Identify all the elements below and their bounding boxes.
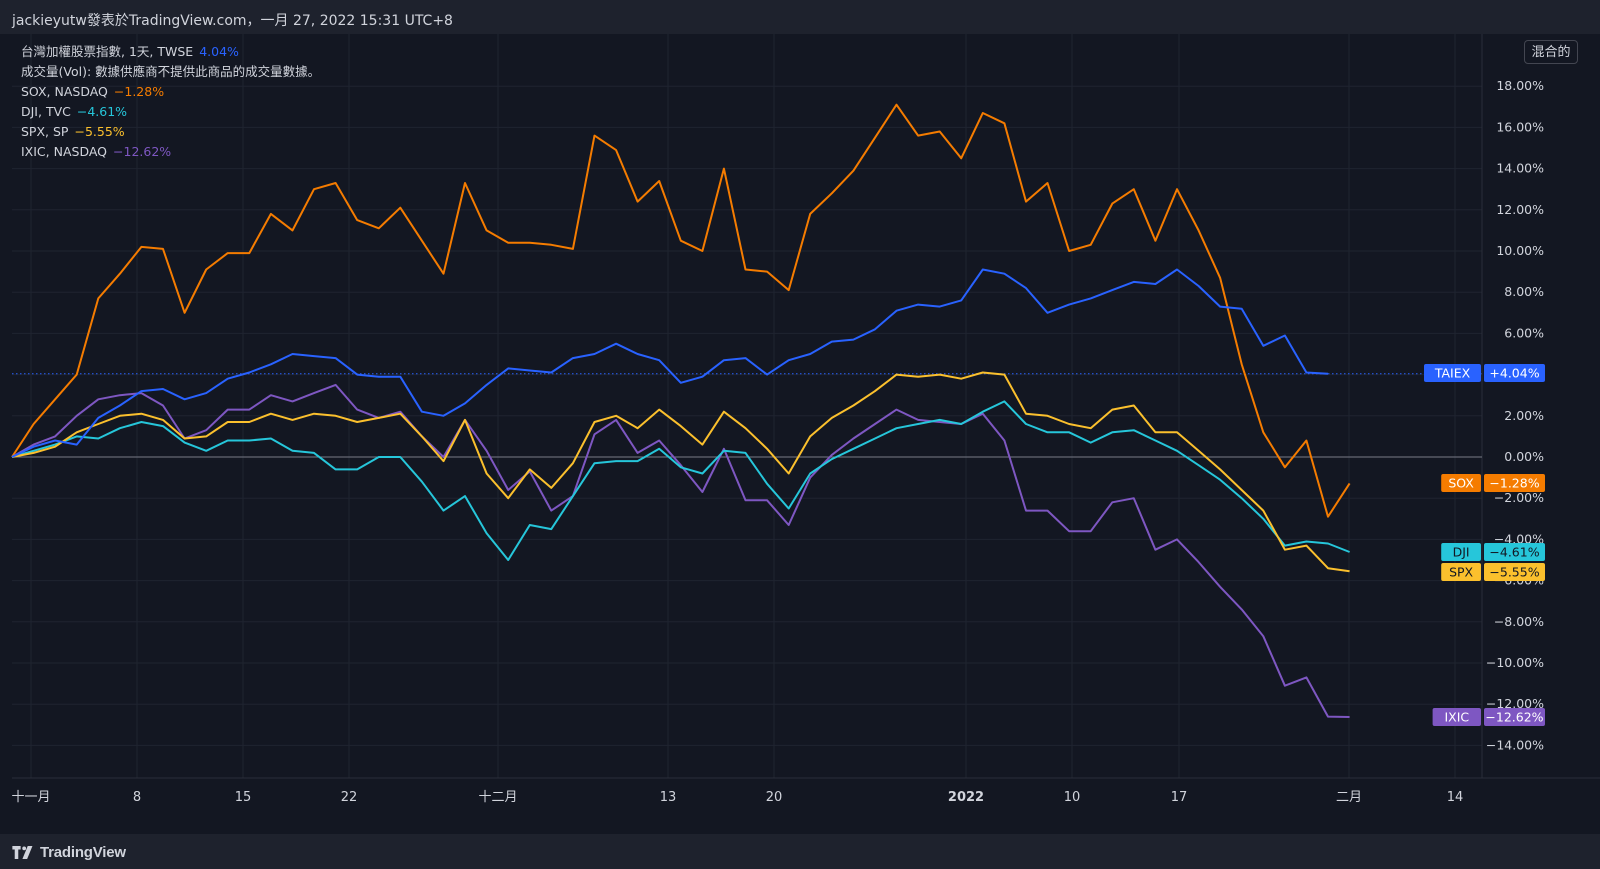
y-tick-label: −14.00% (1486, 737, 1544, 752)
legend-label: SPX, SP (21, 124, 69, 139)
legend-row[interactable]: DJI, TVC −4.61% (21, 102, 320, 122)
badge-name-spx: SPX (1449, 565, 1473, 580)
y-tick-label: 18.00% (1496, 78, 1544, 93)
series-line-taiex (11, 268, 1329, 458)
badge-name-bg (1441, 474, 1481, 492)
y-tick-label: 8.00% (1504, 284, 1544, 299)
series-line-spx (11, 371, 1350, 573)
y-tick-label: 14.00% (1496, 161, 1544, 176)
brand-name: TradingView (40, 844, 126, 861)
legend-label: IXIC, NASDAQ (21, 144, 108, 159)
y-tick-label: 2.00% (1504, 408, 1544, 423)
series-line-sox (11, 103, 1351, 518)
badge-name-ixic: IXIC (1444, 710, 1469, 725)
series-line-ixic (11, 383, 1350, 718)
badge-value-ixic: −12.62% (1485, 710, 1543, 725)
x-tick-label: 17 (1171, 790, 1188, 805)
legend-change: −12.62% (113, 144, 172, 159)
legend-row[interactable]: SPX, SP −5.55% (21, 122, 320, 142)
y-tick-label: 12.00% (1496, 202, 1544, 217)
badge-value-bg (1484, 364, 1545, 382)
y-tick-label: 10.00% (1496, 243, 1544, 258)
y-tick-label: −8.00% (1494, 614, 1544, 629)
badge-name-bg (1432, 708, 1481, 726)
legend-change: −5.55% (74, 124, 125, 139)
x-tick-label: 10 (1064, 790, 1081, 805)
legend-row[interactable]: 台灣加權股票指數, 1天, TWSE 4.04% (21, 42, 320, 62)
y-tick-label: −2.00% (1494, 490, 1544, 505)
series-line-dji (11, 400, 1350, 561)
badge-value-bg (1484, 708, 1545, 726)
x-tick-label: 14 (1447, 790, 1464, 805)
y-tick-label: 0.00% (1504, 449, 1544, 464)
badge-value-dji: −4.61% (1489, 545, 1539, 560)
x-tick-label: 十二月 (478, 790, 517, 805)
tradingview-brand[interactable]: TradingView (12, 844, 126, 861)
x-tick-label: 十一月 (11, 790, 50, 805)
legend-change: −4.61% (76, 104, 128, 119)
y-tick-label: −12.00% (1486, 696, 1544, 711)
badge-value-bg (1484, 543, 1545, 561)
badge-name-bg (1424, 364, 1481, 382)
legend-label: DJI, TVC (21, 104, 71, 119)
y-tick-label: 16.00% (1496, 119, 1544, 134)
x-tick-label: 13 (660, 790, 677, 805)
footer-bar: TradingView (0, 834, 1600, 869)
legend-label: 成交量(Vol): 數據供應商不提供此商品的成交量數據。 (21, 64, 321, 79)
badge-name-bg (1441, 563, 1481, 581)
legend-row[interactable]: IXIC, NASDAQ −12.62% (21, 142, 320, 162)
publisher-attribution: jackieyutw發表於TradingView.com，一月 27, 2022… (12, 13, 453, 29)
x-tick-label: 8 (133, 790, 141, 805)
scale-mode-button[interactable]: 混合的 (1524, 40, 1578, 64)
legend-row[interactable]: SOX, NASDAQ −1.28% (21, 82, 320, 102)
x-tick-label: 20 (766, 790, 783, 805)
legend-change: −1.28% (113, 84, 165, 99)
line-chart[interactable]: 18.00% 16.00% 14.00% 12.00% 10.00% 8.00% 6.00%… (0, 34, 1600, 834)
tradingview-logo-icon (12, 846, 33, 859)
badge-name-sox: SOX (1448, 476, 1474, 491)
y-tick-label: −10.00% (1486, 655, 1544, 670)
chart-legend: 台灣加權股票指數, 1天, TWSE 4.04% 成交量(Vol): 數據供應商不提… (21, 42, 320, 162)
badge-value-sox: −1.28% (1489, 476, 1539, 491)
legend-label: SOX, NASDAQ (21, 84, 108, 99)
plot-background (12, 34, 1482, 778)
x-tick-label: 22 (341, 790, 358, 805)
badge-name-taiex: TAIEX (1434, 366, 1471, 381)
badge-value-bg (1484, 474, 1545, 492)
legend-row[interactable]: 成交量(Vol): 數據供應商不提供此商品的成交量數據。 (21, 62, 320, 82)
x-tick-label: 15 (235, 790, 252, 805)
legend-change: 4.04% (199, 44, 239, 59)
badge-value-bg (1484, 563, 1545, 581)
legend-label: 台灣加權股票指數, 1天, TWSE (21, 44, 194, 59)
y-tick-label: 6.00% (1504, 325, 1544, 340)
chart-area[interactable]: 18.00% 16.00% 14.00% 12.00% 10.00% 8.00% 6.00%… (0, 34, 1600, 834)
badge-name-bg (1441, 543, 1481, 561)
x-tick-label: 2022 (948, 790, 984, 805)
badge-name-dji: DJI (1453, 545, 1470, 560)
x-tick-label: 二月 (1336, 790, 1362, 805)
badge-value-taiex: +4.04% (1489, 366, 1539, 381)
top-bar: jackieyutw發表於TradingView.com，一月 27, 2022… (0, 0, 1600, 34)
y-tick-label: −4.00% (1494, 531, 1544, 546)
badge-value-spx: −5.55% (1489, 565, 1539, 580)
